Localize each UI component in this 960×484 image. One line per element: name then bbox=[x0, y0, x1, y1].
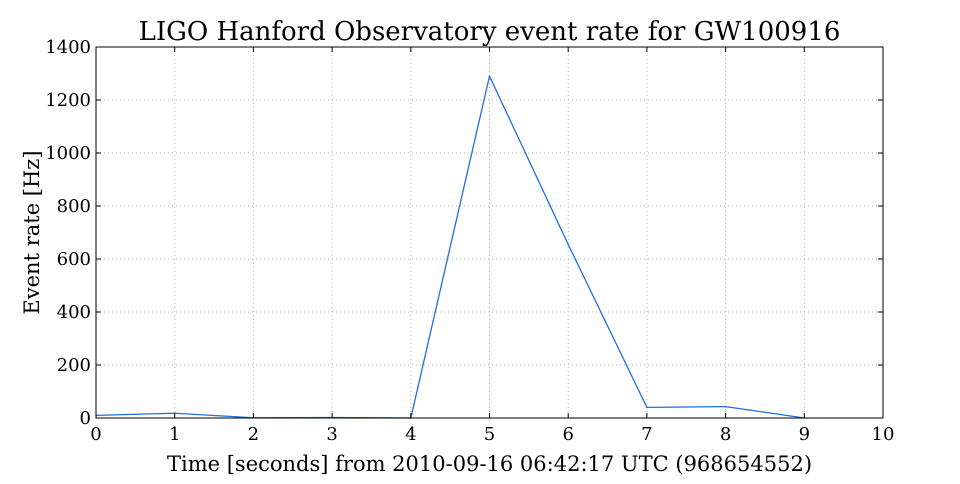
x-tick-label: 4 bbox=[405, 424, 416, 445]
x-tick-label: 1 bbox=[169, 424, 180, 445]
x-tick-label: 0 bbox=[90, 424, 101, 445]
y-tick-label: 1200 bbox=[45, 90, 91, 111]
series-segment bbox=[647, 407, 726, 408]
series-layer bbox=[95, 75, 805, 418]
y-tick-label: 800 bbox=[57, 196, 91, 217]
y-tick-label: 0 bbox=[80, 408, 91, 429]
y-tick-label: 1000 bbox=[45, 143, 91, 164]
data-point bbox=[489, 75, 491, 77]
x-tick-label: 6 bbox=[562, 424, 573, 445]
axis-ticks: 0 1 2 3 4 5 6 7 8 9 10 0 200 400 600 800 1000 1200 1400 bbox=[45, 37, 894, 445]
data-point bbox=[725, 406, 727, 408]
x-axis-label: Time [seconds] from 2010-09-16 06:42:17 … bbox=[167, 452, 812, 476]
x-tick-label: 7 bbox=[641, 424, 652, 445]
data-point bbox=[646, 407, 648, 409]
y-tick-label: 600 bbox=[57, 249, 91, 270]
chart-title: LIGO Hanford Observatory event rate for … bbox=[139, 17, 841, 47]
x-tick-label: 8 bbox=[720, 424, 731, 445]
x-tick-label: 3 bbox=[326, 424, 337, 445]
x-tick-label: 10 bbox=[872, 424, 895, 445]
data-point bbox=[567, 244, 569, 246]
grid bbox=[96, 47, 883, 418]
plot-area-frame bbox=[96, 47, 883, 418]
x-tick-label: 2 bbox=[248, 424, 259, 445]
x-tick-label: 9 bbox=[799, 424, 810, 445]
series-segment bbox=[96, 413, 175, 415]
series-segment bbox=[411, 76, 490, 418]
series-segment bbox=[490, 76, 569, 244]
series-line bbox=[95, 75, 805, 418]
y-tick-label: 1400 bbox=[45, 37, 91, 58]
y-tick-label: 400 bbox=[57, 302, 91, 323]
series-segment bbox=[175, 413, 254, 418]
x-tick-label: 5 bbox=[484, 424, 495, 445]
y-tick-label: 200 bbox=[57, 355, 91, 376]
series-segment bbox=[726, 407, 805, 418]
y-axis-label: Event rate [Hz] bbox=[20, 150, 44, 314]
series-segment bbox=[568, 244, 647, 407]
